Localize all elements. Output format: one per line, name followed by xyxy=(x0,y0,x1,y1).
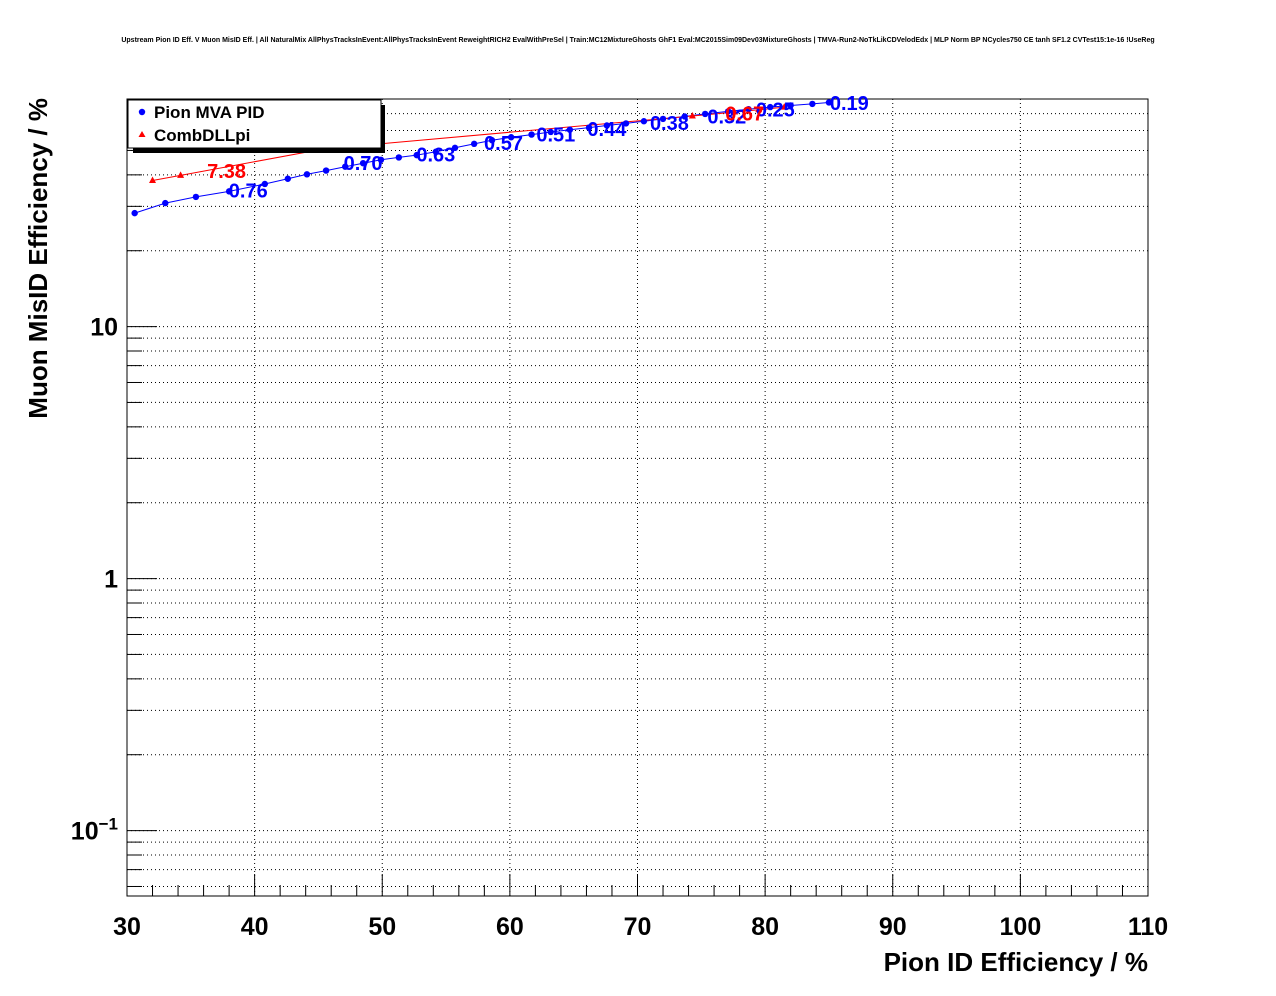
data-point xyxy=(566,126,574,133)
series-line-0 xyxy=(134,102,829,214)
data-point xyxy=(303,171,311,178)
data-label: 0.76 xyxy=(229,181,268,203)
data-point xyxy=(432,148,440,155)
x-tick-label: 100 xyxy=(1000,913,1042,941)
legend-marker-pion-mva xyxy=(138,108,146,116)
plot-frame xyxy=(126,98,1149,897)
data-point xyxy=(342,163,349,170)
data-point xyxy=(755,105,763,113)
data-point xyxy=(745,105,752,113)
data-point xyxy=(507,134,515,141)
data-point xyxy=(359,159,367,167)
data-point xyxy=(688,111,696,119)
y-tick-labels: 10 1 10−1 xyxy=(71,314,118,846)
data-point xyxy=(470,140,478,148)
data-label: 7.38 xyxy=(207,161,246,183)
x-tick-label: 110 xyxy=(1128,913,1168,941)
data-point xyxy=(528,131,535,138)
data-label: 0.44 xyxy=(587,119,627,141)
data-point xyxy=(261,180,269,188)
data-label: 0.19 xyxy=(830,93,869,115)
axis-ticks xyxy=(126,98,1149,896)
data-point xyxy=(825,99,833,106)
data-point xyxy=(377,156,385,164)
y-axis-label: Muon MisID Efficiency / % xyxy=(23,98,53,419)
data-point xyxy=(322,167,330,174)
legend: Pion MVA PID CombDLLpi xyxy=(127,99,385,153)
data-point xyxy=(681,113,688,120)
grid xyxy=(127,98,1148,896)
data-label: 0.38 xyxy=(650,113,689,135)
data-point xyxy=(488,137,496,144)
chart-title: Upstream Pion ID Eff. V Muon MisID Eff. … xyxy=(121,37,1154,44)
data-point xyxy=(809,100,816,108)
x-tick-labels: 30 40 50 60 70 80 90 100 110 xyxy=(113,913,1168,941)
legend-box xyxy=(127,99,382,149)
data-label: 0.63 xyxy=(416,144,455,166)
data-point xyxy=(413,151,420,159)
data-point xyxy=(603,122,611,129)
data-label: 0.25 xyxy=(756,99,795,121)
data-point xyxy=(701,110,709,118)
x-tick-label: 30 xyxy=(113,913,141,941)
y-tick-label: 10 xyxy=(90,314,118,342)
y-tick-label: 10−1 xyxy=(71,815,118,846)
data-point xyxy=(730,108,738,115)
legend-label-combdllpi: CombDLLpi xyxy=(154,126,250,145)
x-axis-label: Pion ID Efficiency / % xyxy=(884,947,1148,977)
data-point xyxy=(622,120,630,127)
x-tick-label: 90 xyxy=(879,913,907,941)
data-point xyxy=(659,115,667,123)
data-point xyxy=(780,103,788,110)
legend-label-pion-mva: Pion MVA PID xyxy=(154,103,265,122)
data-point xyxy=(284,175,292,182)
point-labels: 0.76 0.70 0.63 0.57 0.51 0.44 0.38 0.32 0.25 0.19… xyxy=(207,93,869,203)
data-point xyxy=(547,128,554,136)
data-point xyxy=(225,188,233,195)
data-point xyxy=(177,171,185,178)
data-point xyxy=(395,154,403,161)
data-label: 0.57 xyxy=(484,133,523,155)
data-label: 0.67 xyxy=(725,104,764,126)
data-point xyxy=(131,209,138,217)
data-point xyxy=(767,103,774,111)
data-point xyxy=(585,124,593,131)
data-point xyxy=(149,176,157,183)
data-label: 0.51 xyxy=(536,125,575,147)
x-tick-label: 70 xyxy=(624,913,652,941)
data-point xyxy=(640,118,648,125)
data-point xyxy=(724,108,732,115)
data-point xyxy=(451,144,459,152)
data-point xyxy=(787,102,794,109)
x-tick-label: 50 xyxy=(368,913,396,941)
data-label: 0.70 xyxy=(344,153,383,175)
x-tick-label: 40 xyxy=(241,913,269,941)
data-point xyxy=(192,193,200,201)
data-points xyxy=(131,99,833,217)
data-label: 0.32 xyxy=(707,106,746,128)
y-tick-label: 1 xyxy=(104,566,118,594)
legend-marker-combdllpi xyxy=(138,131,146,137)
x-tick-label: 80 xyxy=(751,913,779,941)
data-point xyxy=(162,199,169,207)
x-tick-label: 60 xyxy=(496,913,524,941)
